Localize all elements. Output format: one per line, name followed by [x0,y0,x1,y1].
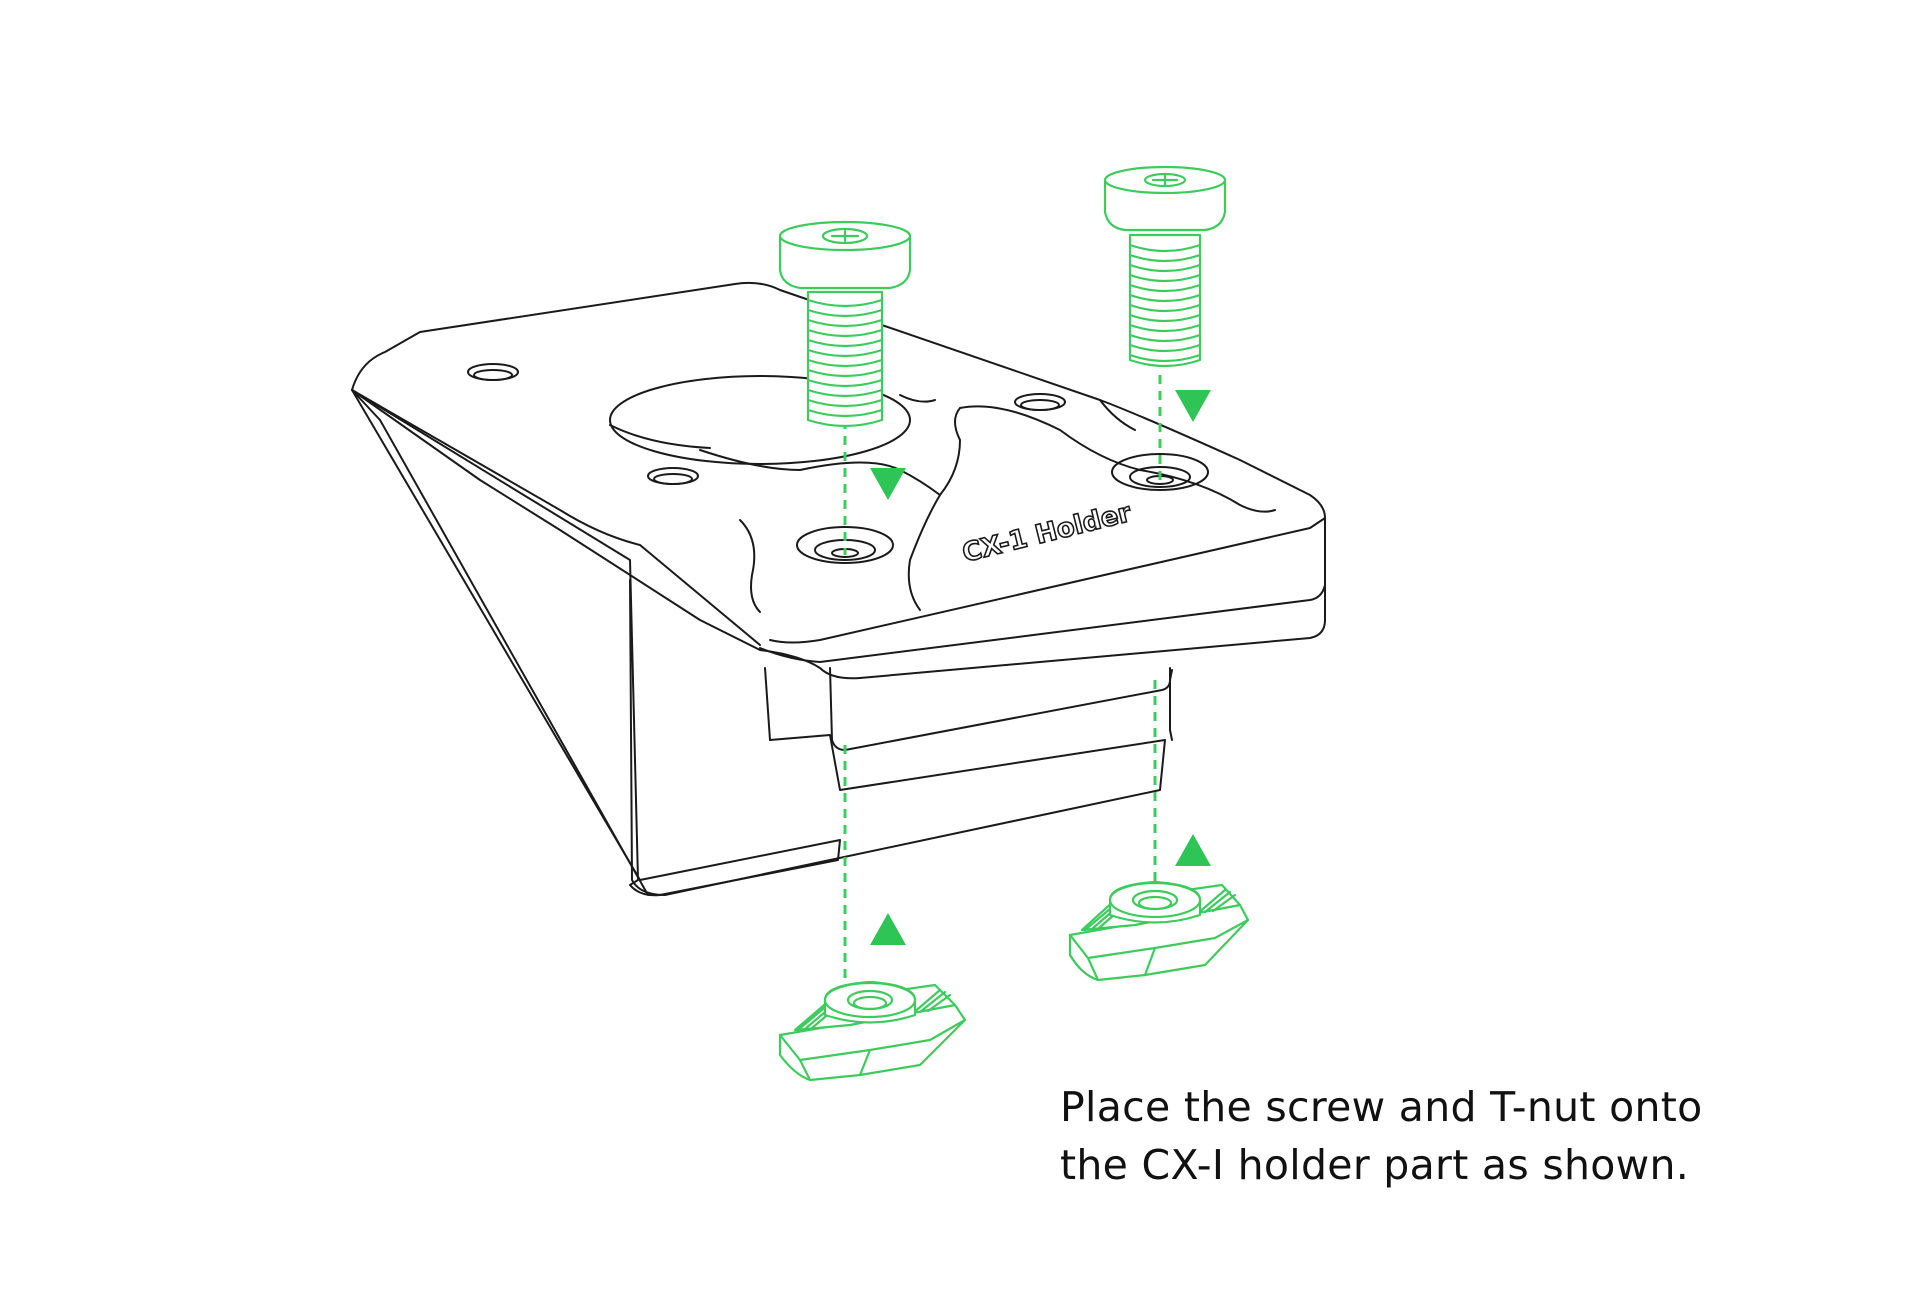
caption-line-1: Place the screw and T-nut onto [1060,1083,1703,1131]
part-engraving: CX-1 Holder [959,498,1134,569]
holder-front-face [629,579,1166,896]
caption-line-2: the CX-I holder part as shown. [1060,1141,1690,1189]
alignment-guides [843,375,1162,1000]
holder-step-block [829,667,1173,751]
center-bore [609,375,911,465]
instruction-caption: Place the screw and T-nut onto the CX-I … [1060,1078,1880,1194]
screw-left [778,220,912,428]
countersunk-hole-left [796,526,894,564]
direction-arrows [870,390,1211,945]
arrow-down-left [870,468,906,500]
t-nut-right [1068,880,1250,982]
arrow-up-left [870,913,906,945]
countersunk-hole-right [1111,453,1209,491]
holder-side-wing [351,389,841,897]
t-nut-left [778,980,967,1082]
screw-right [1103,165,1227,368]
arrow-down-right [1175,390,1211,422]
arrow-up-right [1175,834,1211,866]
